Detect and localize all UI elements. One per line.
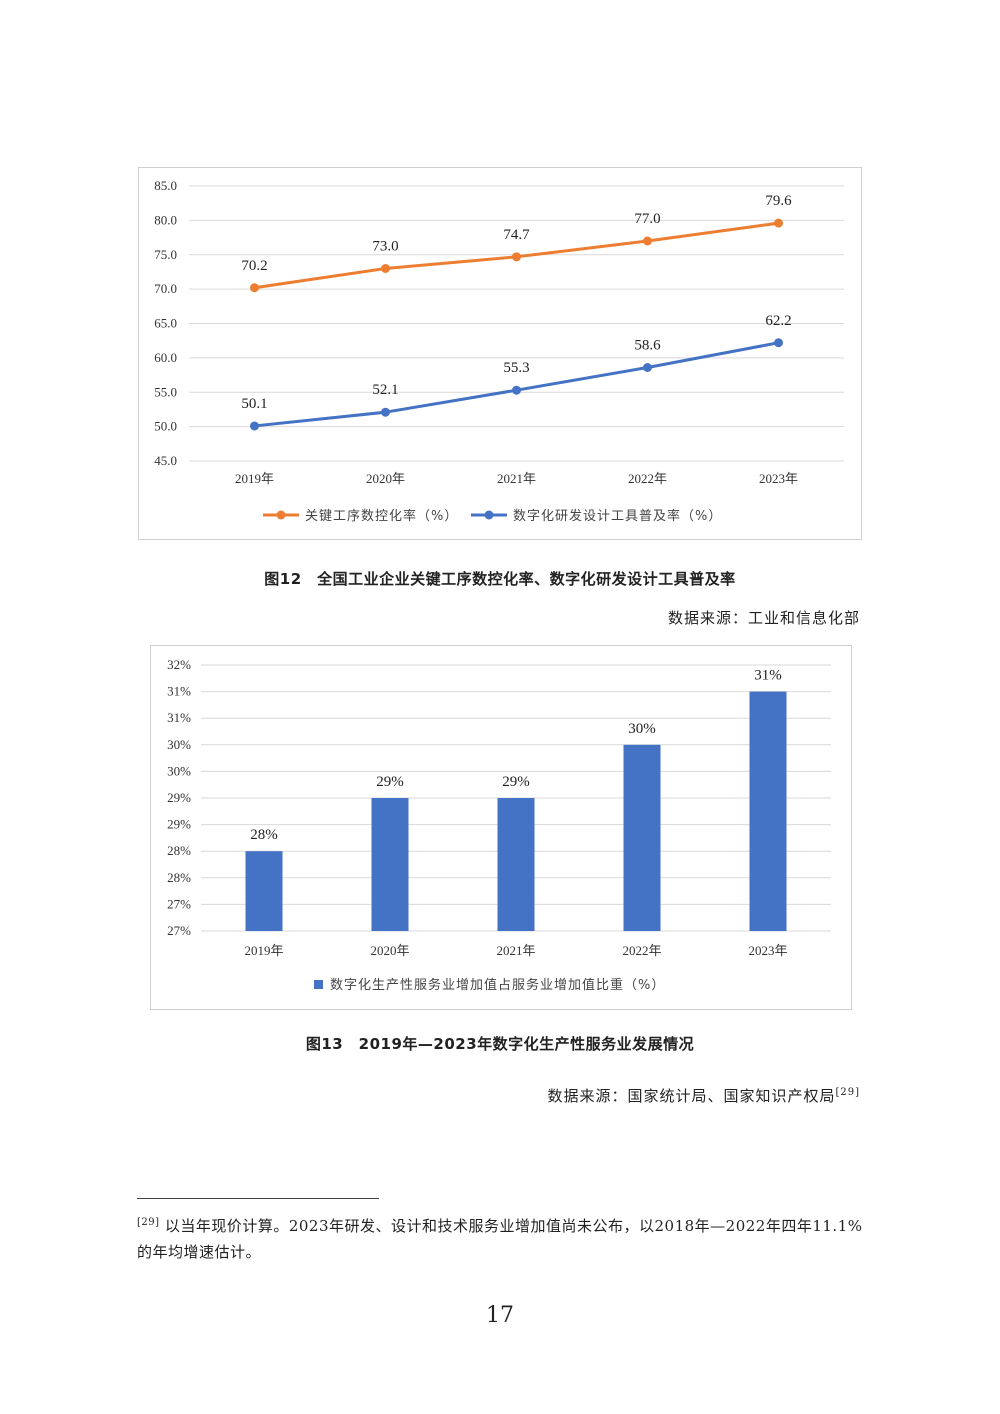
data-point	[643, 236, 652, 246]
legend-swatch	[314, 980, 323, 989]
x-tick-label: 2022年	[622, 943, 661, 958]
legend-label: 数字化研发设计工具普及率（%）	[513, 508, 722, 524]
data-point	[774, 338, 783, 348]
data-label: 73.0	[372, 239, 398, 255]
data-point	[643, 363, 652, 372]
legend-marker	[484, 510, 494, 520]
figure-12-caption: 图12 全国工业企业关键工序数控化率、数字化研发设计工具普及率	[264, 570, 736, 588]
chart-12: 45.0 50.0 55.0 60.0 65.0 70.0 75.0 80.0 85.0 2019…	[138, 167, 862, 540]
y-tick-label: 75.0	[154, 247, 177, 262]
data-label: 55.3	[503, 360, 529, 376]
y-tick-label: 31%	[167, 684, 191, 699]
y-tick-label: 32%	[167, 657, 191, 672]
y-tick-label: 30%	[167, 737, 191, 752]
y-tick-label: 27%	[167, 896, 191, 911]
data-point	[381, 264, 390, 273]
y-tick-label: 80.0	[154, 212, 177, 227]
legend-label: 数字化生产性服务业增加值占服务业增加值比重（%）	[330, 977, 665, 993]
footnote-reference: [29]	[835, 1087, 860, 1098]
footnote-marker: [29]	[137, 1217, 160, 1228]
data-point	[512, 385, 521, 395]
data-label: 50.1	[241, 396, 267, 412]
figure-13-caption: 图13 2019年—2023年数字化生产性服务业发展情况	[305, 1035, 695, 1053]
data-point	[250, 421, 259, 431]
y-tick-label: 28%	[167, 870, 191, 885]
y-tick-label: 29%	[167, 790, 191, 805]
figure-12-source: 数据来源：工业和信息化部	[667, 609, 860, 627]
bar-chart-svg: 27% 27% 28% 28% 29% 29% 30% 30% 31% 31% 32% 28% 29% 2…	[167, 657, 831, 993]
page-number: 17	[486, 1303, 514, 1328]
footnote: [29] 以当年现价计算。2023年研发、设计和技术服务业增加值尚未公布，以20…	[137, 1210, 867, 1265]
y-tick-label: 65.0	[154, 316, 177, 331]
data-label: 58.6	[634, 338, 661, 354]
y-tick-label: 60.0	[154, 350, 177, 365]
line-chart-svg: 45.0 50.0 55.0 60.0 65.0 70.0 75.0 80.0 85.0 2019…	[154, 178, 844, 524]
footnote-text: 以当年现价计算。2023年研发、设计和技术服务业增加值尚未公布，以2018年—2…	[137, 1217, 863, 1261]
chart-13: 27% 27% 28% 28% 29% 29% 30% 30% 31% 31% 32% 28% 29% 2…	[150, 645, 852, 1010]
bar	[371, 798, 409, 931]
x-tick-label: 2021年	[497, 471, 536, 486]
x-tick-label: 2023年	[748, 943, 787, 958]
legend-label: 关键工序数控化率（%）	[305, 508, 458, 524]
legend-marker	[276, 510, 286, 520]
y-tick-label: 30%	[167, 763, 191, 778]
figure-13-source: 数据来源：国家统计局、国家知识产权局[29]	[547, 1085, 860, 1106]
data-label: 79.6	[765, 193, 792, 209]
data-label: 31%	[754, 668, 782, 684]
x-tick-label: 2020年	[366, 471, 405, 486]
x-tick-label: 2021年	[496, 943, 535, 958]
y-tick-label: 31%	[167, 710, 191, 725]
bar	[497, 798, 535, 931]
figure-13-source-text: 数据来源：国家统计局、国家知识产权局	[547, 1087, 836, 1105]
y-tick-label: 29%	[167, 817, 191, 832]
data-label: 74.7	[503, 227, 530, 243]
data-label: 52.1	[372, 382, 398, 398]
bar	[623, 744, 661, 931]
data-point	[512, 252, 521, 262]
data-point	[250, 283, 259, 293]
x-tick-label: 2020年	[370, 943, 409, 958]
data-label: 62.2	[765, 313, 791, 329]
series-line	[254, 341, 779, 428]
bar	[749, 691, 787, 931]
data-label: 30%	[628, 721, 656, 737]
footnote-divider	[137, 1198, 379, 1199]
data-label: 77.0	[634, 211, 660, 227]
y-tick-label: 55.0	[154, 384, 177, 399]
data-label: 29%	[502, 774, 530, 790]
x-tick-label: 2023年	[759, 471, 798, 486]
data-label: 28%	[250, 827, 278, 843]
data-point	[774, 218, 783, 228]
data-label: 29%	[376, 774, 404, 790]
bar	[245, 851, 283, 931]
y-tick-label: 28%	[167, 843, 191, 858]
x-tick-label: 2022年	[628, 471, 667, 486]
data-point	[381, 407, 390, 417]
y-tick-label: 45.0	[154, 453, 177, 468]
y-tick-label: 27%	[167, 923, 191, 938]
y-tick-label: 70.0	[154, 281, 177, 296]
data-label: 70.2	[241, 258, 267, 274]
x-tick-label: 2019年	[244, 943, 283, 958]
y-tick-label: 85.0	[154, 178, 177, 193]
x-tick-label: 2019年	[235, 471, 274, 486]
y-tick-label: 50.0	[154, 419, 177, 434]
